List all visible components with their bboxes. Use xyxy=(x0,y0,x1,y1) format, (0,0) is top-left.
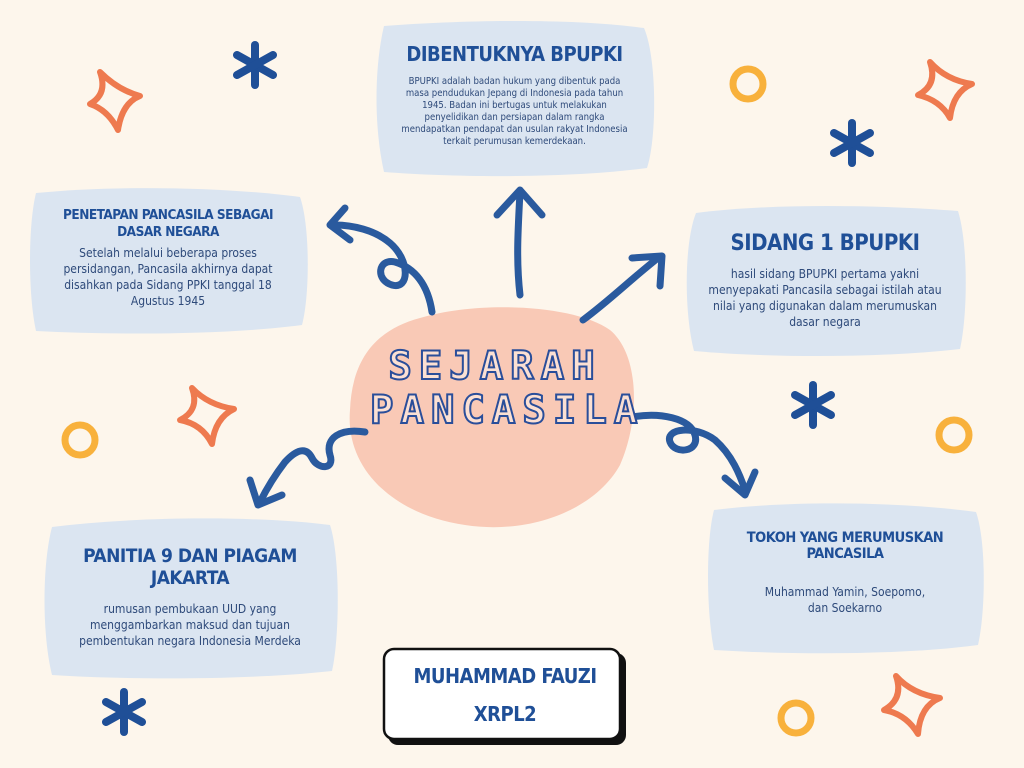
sparkle-icon xyxy=(915,59,975,121)
ring-icon xyxy=(777,699,815,737)
sparkle-icon xyxy=(881,673,943,737)
node-sidang1-text: hasil sidang BPUPKI pertama yakni menyep… xyxy=(708,267,942,329)
sparkle-icon xyxy=(177,385,237,447)
center-blob xyxy=(349,307,634,528)
curly-arrow-icon xyxy=(493,186,546,299)
node-sidang1-title: SIDANG 1 BPUPKI xyxy=(730,231,920,256)
node-bpupki-title: DIBENTUKNYA BPUPKI xyxy=(406,42,623,66)
node-panitia9: PANITIA 9 DAN PIAGAM JAKARTA rumusan pem… xyxy=(40,515,340,680)
author-box: MUHAMMAD FAUZI XRPL2 xyxy=(382,647,628,747)
node-penetapan: PENETAPAN PANCASILA SEBAGAI DASAR NEGARA… xyxy=(26,185,310,335)
node-penetapan-title: PENETAPAN PANCASILA SEBAGAI DASAR NEGARA xyxy=(63,207,274,240)
node-bpupki: DIBENTUKNYA BPUPKI BPUPKI adalah badan h… xyxy=(372,18,657,178)
node-panitia9-title: PANITIA 9 DAN PIAGAM JAKARTA xyxy=(83,545,297,589)
node-tokoh-title: TOKOH YANG MERUMUSKAN PANCASILA xyxy=(746,530,944,562)
ring-icon xyxy=(61,421,99,459)
curly-arrow-icon xyxy=(628,411,759,499)
curly-arrow-icon xyxy=(579,252,666,324)
node-panitia9-text: rumusan pembukaan UUD yang menggambarkan… xyxy=(79,602,301,648)
asterisk-icon xyxy=(791,381,835,429)
ring-icon xyxy=(935,416,973,454)
sparkle-icon xyxy=(87,69,143,133)
node-tokoh: TOKOH YANG MERUMUSKAN PANCASILA Muhammad… xyxy=(704,500,986,655)
ring-icon xyxy=(729,65,767,103)
asterisk-icon xyxy=(830,119,874,167)
center-title-line2: PANCASILA xyxy=(369,388,645,434)
center-title-line1: SEJARAH xyxy=(387,344,602,390)
node-sidang1: SIDANG 1 BPUPKI hasil sidang BPUPKI pert… xyxy=(682,203,968,358)
asterisk-icon xyxy=(233,41,277,89)
asterisk-icon xyxy=(102,688,146,736)
curly-arrow-icon xyxy=(326,204,436,316)
node-tokoh-text: Muhammad Yamin, Soepomo, dan Soekarno xyxy=(764,585,926,615)
node-penetapan-text: Setelah melalui beberapa proses persidan… xyxy=(63,246,273,308)
node-bpupki-text: BPUPKI adalah badan hukum yang dibentuk … xyxy=(401,76,628,147)
author-name: MUHAMMAD FAUZI xyxy=(413,664,597,688)
center-title: SEJARAH PANCASILA xyxy=(369,344,645,434)
curly-arrow-icon xyxy=(246,427,369,509)
author-class: XRPL2 xyxy=(473,702,537,726)
